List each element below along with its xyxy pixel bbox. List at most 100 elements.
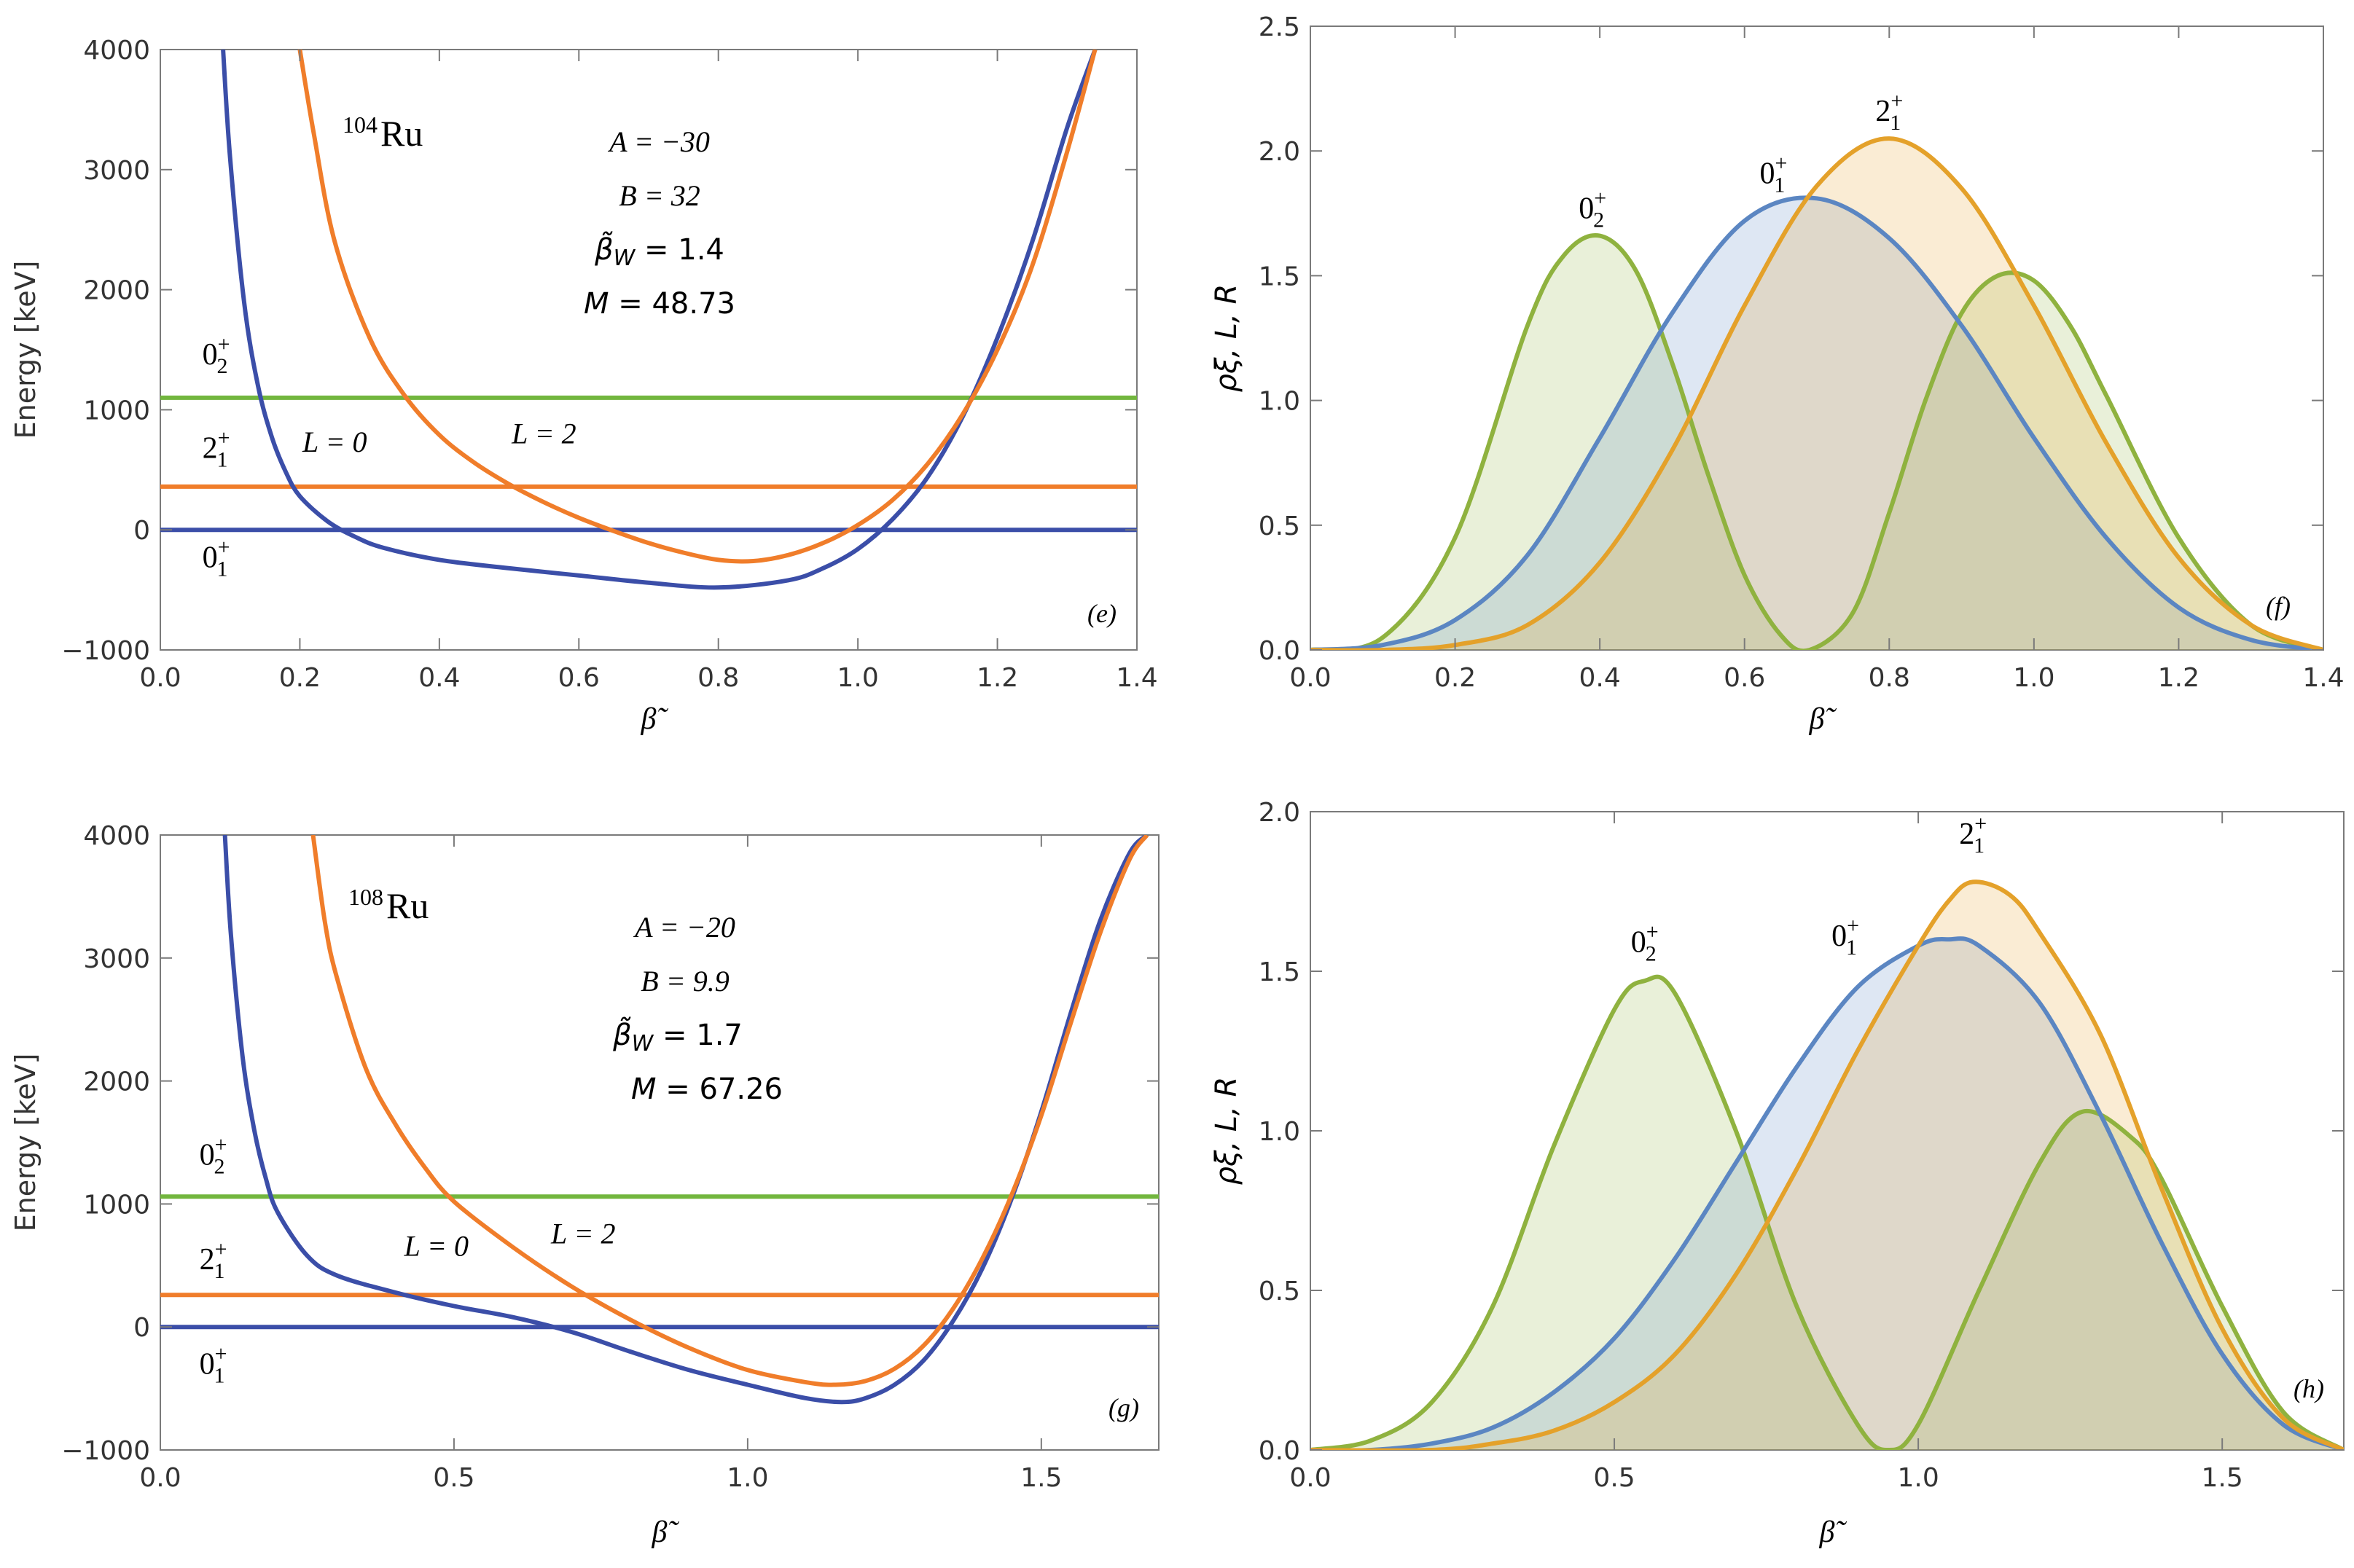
x-tick-label: 0.5	[1593, 1463, 1635, 1493]
plot-frame	[160, 834, 1160, 1451]
density-label-0-1-number: 0	[1759, 157, 1775, 191]
y-tick-label: 2.0	[1259, 798, 1300, 828]
density-label-0-1-sup: +	[1847, 914, 1859, 938]
x-axis-label: β̃	[1819, 1516, 1847, 1549]
y-tick-label: 0	[133, 1313, 150, 1343]
level-label-0-2-sub: 2	[217, 354, 228, 378]
density-label-2-1-sub: 1	[1890, 111, 1901, 135]
level-label-0-2: 0+ 2	[200, 1132, 227, 1178]
level-label-0-2-number: 0	[200, 1138, 215, 1172]
param-m-symbol: M	[631, 1073, 657, 1106]
level-label-2-1: 2+ 1	[200, 1237, 227, 1283]
param-m-value: = 48.73	[609, 287, 735, 321]
axis-ticks: 0.0 0.5 1.0 1.5 −1000 0 1000 2000 3000 4000	[61, 821, 1159, 1493]
level-label-0-1-sub: 1	[214, 1363, 224, 1387]
density-label-0-2-number: 0	[1631, 926, 1646, 960]
level-label-2-1-number: 2	[203, 431, 218, 465]
panel-tag: (f)	[2266, 592, 2291, 621]
density-label-2-1: 2+ 1	[1875, 89, 1903, 135]
density-curve-2-1	[1310, 879, 2344, 1450]
panel-f-density-104ru: 0+ 20+ 12+ 1 0.0 0.2 0.4 0.6 0.8 1.0 1.2 1.40.00.5…	[1210, 12, 2345, 736]
potential-label-L0: L = 0	[404, 1229, 469, 1262]
density-curves: 0+ 20+ 12+ 1	[1310, 89, 2323, 650]
x-tick-label: 0.8	[1869, 663, 1910, 693]
level-label-2-1-number: 2	[200, 1243, 215, 1277]
level-label-0-1-number: 0	[200, 1347, 215, 1381]
param-m: M = 48.73	[584, 287, 735, 321]
density-label-2-1-number: 2	[1959, 818, 1974, 851]
x-tick-label: 0.2	[1434, 663, 1476, 693]
plot-frame	[1310, 26, 2324, 651]
density-label-0-2-sup: +	[1594, 187, 1606, 211]
param-beta-w-value: = 1.4	[635, 233, 724, 267]
density-label-0-2-sub: 2	[1646, 942, 1657, 966]
density-label-0-2-number: 0	[1579, 192, 1594, 226]
param-beta-w: β̃W = 1.7	[612, 1016, 743, 1057]
level-label-2-1-sub: 1	[217, 447, 228, 471]
density-label-0-2: 0+ 2	[1631, 920, 1659, 966]
x-tick-label: 0.0	[139, 1463, 181, 1493]
level-label-0-2: 0+ 2	[203, 332, 230, 378]
param-beta-w-symbol: β̃	[594, 231, 614, 267]
plot-frame	[160, 49, 1138, 651]
density-label-2-1-number: 2	[1875, 95, 1890, 128]
level-label-2-1-sub: 1	[214, 1259, 224, 1283]
nucleus-mass: 108	[348, 884, 383, 910]
param-a: A = −30	[607, 125, 710, 158]
level-label-0-1-sup: +	[215, 1341, 227, 1365]
x-tick-label: 1.5	[1020, 1463, 1062, 1493]
param-beta-w-sub: W	[614, 246, 636, 271]
y-tick-label: 1000	[83, 1190, 150, 1220]
x-tick-label: 0.0	[139, 663, 181, 693]
y-tick-label: 0.0	[1259, 1436, 1300, 1466]
x-tick-label: 0.6	[558, 663, 600, 693]
x-tick-label: 1.5	[2202, 1463, 2243, 1493]
density-label-0-1-number: 0	[1831, 920, 1847, 953]
axis-ticks: 0.0 0.5 1.0 1.5 0.0 0.5 1.0 1.5 2.0	[1259, 798, 2344, 1493]
y-tick-label: 0.0	[1259, 636, 1300, 666]
y-axis-label: Energy [keV]	[9, 1054, 42, 1232]
x-tick-label: 1.2	[977, 663, 1018, 693]
nucleus-label: 108Ru	[348, 884, 429, 926]
density-fill-2-1	[1310, 882, 2344, 1450]
density-label-2-1-sup: +	[1974, 812, 1987, 836]
y-tick-label: 4000	[83, 36, 150, 66]
density-label-0-1-sup: +	[1775, 152, 1787, 176]
param-m: M = 67.26	[631, 1073, 783, 1106]
y-tick-label: 4000	[83, 821, 150, 851]
density-curves: 0+ 20+ 12+ 1	[1310, 812, 2344, 1450]
y-tick-label: −1000	[61, 636, 150, 666]
x-axis-label: β̃	[641, 702, 669, 736]
level-label-0-1-sub: 1	[217, 557, 228, 581]
axis-ticks: 0.0 0.2 0.4 0.6 0.8 1.0 1.2 1.4 −1000 0 1000 2000 30…	[61, 36, 1157, 693]
x-tick-label: 1.0	[1897, 1463, 1939, 1493]
y-axis-label: ρξ, L, R	[1210, 1077, 1243, 1185]
nucleus-label: 104Ru	[343, 111, 423, 154]
density-label-0-2-sup: +	[1646, 920, 1659, 944]
x-tick-label: 1.2	[2158, 663, 2199, 693]
level-label-2-1: 2+ 1	[203, 426, 230, 471]
y-tick-label: 2000	[83, 1067, 150, 1097]
y-tick-label: 2.5	[1259, 12, 1300, 42]
x-axis-label: β̃	[652, 1516, 680, 1549]
x-tick-label: 0.5	[433, 1463, 474, 1493]
x-tick-label: 0.4	[418, 663, 460, 693]
density-fill-0-1	[1310, 938, 2344, 1450]
y-tick-label: 1.5	[1259, 262, 1300, 291]
x-tick-label: 0.0	[1289, 663, 1331, 693]
panel-h-density-108ru: 0+ 20+ 12+ 1 0.0 0.5 1.0 1.50.00.51.01.52.0 ρξ…	[1210, 798, 2345, 1549]
clipped-marks	[1310, 879, 2344, 1450]
y-tick-label: 0.5	[1259, 1277, 1300, 1306]
potential-curve-L2	[297, 50, 1098, 564]
clipped-marks	[160, 835, 1159, 1405]
density-fill-0-1	[1310, 197, 2323, 650]
density-fill-0-2	[1310, 976, 2344, 1450]
level-label-0-1-sup: +	[218, 535, 230, 559]
x-tick-label: 1.4	[2302, 663, 2344, 693]
param-beta-w: β̃W = 1.4	[594, 231, 724, 271]
